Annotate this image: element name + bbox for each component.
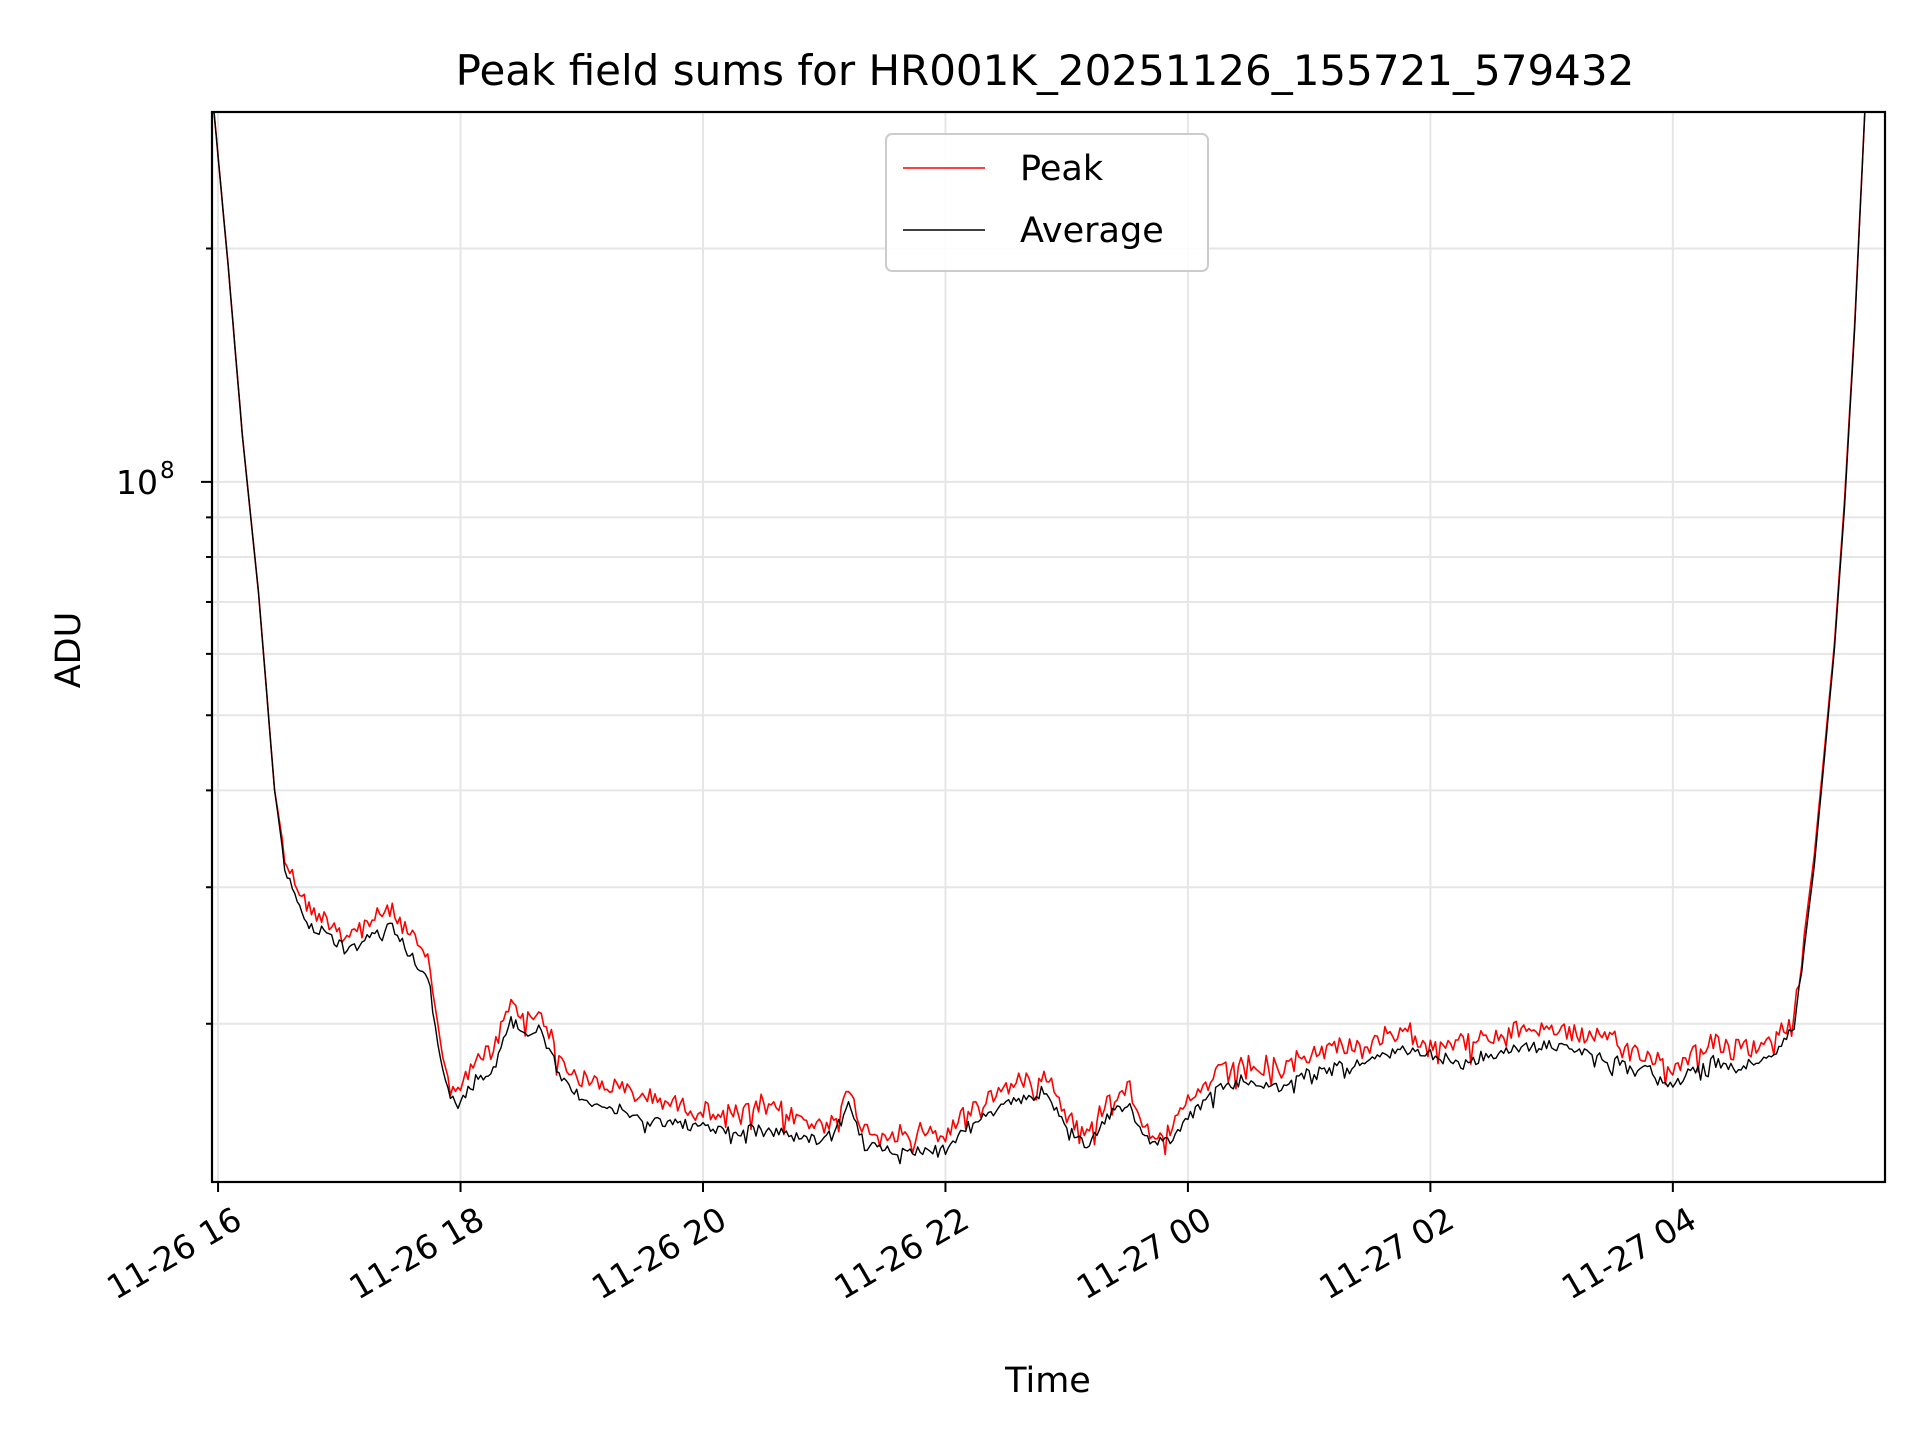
x-tick-label: 11-26 20 [585, 1199, 733, 1307]
y-tick-exponent: 8 [160, 458, 175, 484]
series-line-average [213, 111, 1866, 1165]
chart-title: Peak field sums for HR001K_20251126_1557… [456, 46, 1635, 95]
series-layer [213, 111, 1866, 1165]
y-tick-label: 10 [116, 463, 158, 502]
series-line-peak [213, 111, 1866, 1156]
legend: Peak Average [885, 133, 1209, 272]
grid-lines [212, 112, 1885, 1182]
x-tick-label: 11-26 18 [343, 1199, 491, 1307]
legend-average-label: Average [1020, 211, 1164, 251]
x-tick-label: 11-27 02 [1312, 1199, 1460, 1307]
x-tick-label: 11-27 04 [1555, 1199, 1703, 1307]
x-tick-label: 11-26 16 [100, 1199, 248, 1307]
x-tick-label: 11-26 22 [827, 1199, 975, 1307]
plot-frame [210, 110, 1887, 1184]
legend-peak-label: Peak [1020, 149, 1104, 189]
axis-ticks: 11-26 16 11-26 18 11-26 20 11-26 22 11-27 00… [100, 247, 1703, 1307]
x-tick-label: 11-27 00 [1070, 1199, 1218, 1307]
y-axis-label: ADU [49, 612, 89, 689]
x-axis-label: Time [1004, 1361, 1091, 1401]
